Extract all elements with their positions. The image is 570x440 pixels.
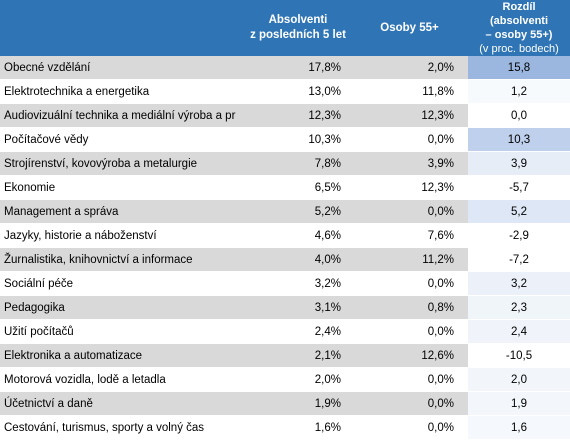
table-row: Sociální péče 3,2% 0,0% 3,2 <box>0 271 570 296</box>
row-difference: 5,2 <box>468 199 570 224</box>
row-older-share: 11,2% <box>351 247 468 272</box>
table-row: Obecné vzdělání 17,8% 2,0% 15,8 <box>0 56 570 80</box>
row-older-share: 0,8% <box>351 295 468 320</box>
header-difference-line3: (v proc. bodech) <box>479 43 559 55</box>
row-difference: -2,9 <box>468 223 570 248</box>
header-field <box>0 0 245 56</box>
row-graduates-share: 12,3% <box>245 103 351 128</box>
row-difference: 1,6 <box>468 415 570 440</box>
row-graduates-share: 3,1% <box>245 295 351 320</box>
table-row: Strojírenství, kovovýroba a metalurgie 7,… <box>0 151 570 176</box>
header-graduates-line1: Absolventi <box>268 14 328 26</box>
row-difference: 1,9 <box>468 391 570 416</box>
row-graduates-share: 2,4% <box>245 319 351 344</box>
row-graduates-share: 7,8% <box>245 151 351 176</box>
row-older-share: 0,0% <box>351 271 468 296</box>
row-difference: -7,2 <box>468 247 570 272</box>
row-field-name: Sociální péče <box>0 271 245 296</box>
row-difference: 3,2 <box>468 271 570 296</box>
row-older-share: 0,0% <box>351 199 468 224</box>
row-field-name: Elektronika a automatizace <box>0 343 245 368</box>
row-difference: -10,5 <box>468 343 570 368</box>
header-graduates: Absolventi z posledních 5 let <box>245 0 351 56</box>
row-graduates-share: 17,8% <box>245 56 351 80</box>
table-row: Audiovizuální technika a mediální výroba… <box>0 103 570 128</box>
row-field-name: Management a správa <box>0 199 245 224</box>
row-field-name: Pedagogika <box>0 295 245 320</box>
header-graduates-line2: z posledních 5 let <box>250 29 346 41</box>
table-row: Motorová vozidla, lodě a letadla 2,0% 0,0%… <box>0 367 570 392</box>
row-older-share: 3,9% <box>351 151 468 176</box>
row-difference: 3,9 <box>468 151 570 176</box>
table-row: Žurnalistika, knihovnictví a informace 4,… <box>0 247 570 272</box>
row-field-name: Užití počítačů <box>0 319 245 344</box>
header-row: Absolventi z posledních 5 let Osoby 55+ … <box>0 0 570 56</box>
row-older-share: 0,0% <box>351 127 468 152</box>
row-difference: 2,4 <box>468 319 570 344</box>
table-row: Účetnictví a daně 1,9% 0,0% 1,9 <box>0 391 570 416</box>
table-body: Obecné vzdělání 17,8% 2,0% 15,8 Elektrotechn… <box>0 56 570 440</box>
header-difference: Rozdíl (absolventi – osoby 55+) (v proc.… <box>468 0 570 56</box>
table-row: Pedagogika 3,1% 0,8% 2,3 <box>0 295 570 320</box>
row-older-share: 0,0% <box>351 391 468 416</box>
table-row: Elektronika a automatizace 2,1% 12,6% -10,5 <box>0 343 570 368</box>
row-graduates-share: 4,0% <box>245 247 351 272</box>
row-difference: 10,3 <box>468 127 570 152</box>
row-graduates-share: 1,9% <box>245 391 351 416</box>
row-field-name: Motorová vozidla, lodě a letadla <box>0 367 245 392</box>
row-graduates-share: 13,0% <box>245 79 351 104</box>
header-difference-line2: – osoby 55+) <box>485 29 553 41</box>
row-older-share: 2,0% <box>351 56 468 80</box>
row-field-name: Jazyky, historie a náboženství <box>0 223 245 248</box>
table-row: Jazyky, historie a náboženství 4,6% 7,6% -2… <box>0 223 570 248</box>
row-older-share: 11,8% <box>351 79 468 104</box>
row-difference: 1,2 <box>468 79 570 104</box>
header-older: Osoby 55+ <box>351 0 468 56</box>
row-field-name: Cestování, turismus, sporty a volný čas <box>0 415 245 440</box>
row-difference: 2,3 <box>468 295 570 320</box>
row-graduates-share: 4,6% <box>245 223 351 248</box>
header-difference-line1: Rozdíl (absolventi <box>489 1 549 27</box>
row-older-share: 0,0% <box>351 367 468 392</box>
row-graduates-share: 6,5% <box>245 175 351 200</box>
row-difference: -5,7 <box>468 175 570 200</box>
row-difference: 0,0 <box>468 103 570 128</box>
row-graduates-share: 10,3% <box>245 127 351 152</box>
row-older-share: 12,3% <box>351 103 468 128</box>
row-field-name: Audiovizuální technika a mediální výroba… <box>0 103 245 128</box>
row-field-name: Ekonomie <box>0 175 245 200</box>
row-graduates-share: 1,6% <box>245 415 351 440</box>
table-row: Management a správa 5,2% 0,0% 5,2 <box>0 199 570 224</box>
table-row: Ekonomie 6,5% 12,3% -5,7 <box>0 175 570 200</box>
row-field-name: Obecné vzdělání <box>0 56 245 80</box>
row-graduates-share: 2,0% <box>245 367 351 392</box>
row-older-share: 12,3% <box>351 175 468 200</box>
table-row: Počítačové vědy 10,3% 0,0% 10,3 <box>0 127 570 152</box>
row-graduates-share: 5,2% <box>245 199 351 224</box>
table-row: Cestování, turismus, sporty a volný čas 1… <box>0 415 570 440</box>
row-field-name: Strojírenství, kovovýroba a metalurgie <box>0 151 245 176</box>
header-older-label: Osoby 55+ <box>380 21 439 34</box>
row-difference: 15,8 <box>468 56 570 80</box>
row-older-share: 0,0% <box>351 415 468 440</box>
row-field-name: Elektrotechnika a energetika <box>0 79 245 104</box>
row-field-name: Účetnictví a daně <box>0 391 245 416</box>
table-row: Elektrotechnika a energetika 13,0% 11,8% 1,… <box>0 79 570 104</box>
row-older-share: 12,6% <box>351 343 468 368</box>
table-row: Užití počítačů 2,4% 0,0% 2,4 <box>0 319 570 344</box>
row-graduates-share: 2,1% <box>245 343 351 368</box>
row-difference: 2,0 <box>468 367 570 392</box>
row-field-name: Žurnalistika, knihovnictví a informace <box>0 247 245 272</box>
row-graduates-share: 3,2% <box>245 271 351 296</box>
row-field-name: Počítačové vědy <box>0 127 245 152</box>
row-older-share: 0,0% <box>351 319 468 344</box>
row-older-share: 7,6% <box>351 223 468 248</box>
